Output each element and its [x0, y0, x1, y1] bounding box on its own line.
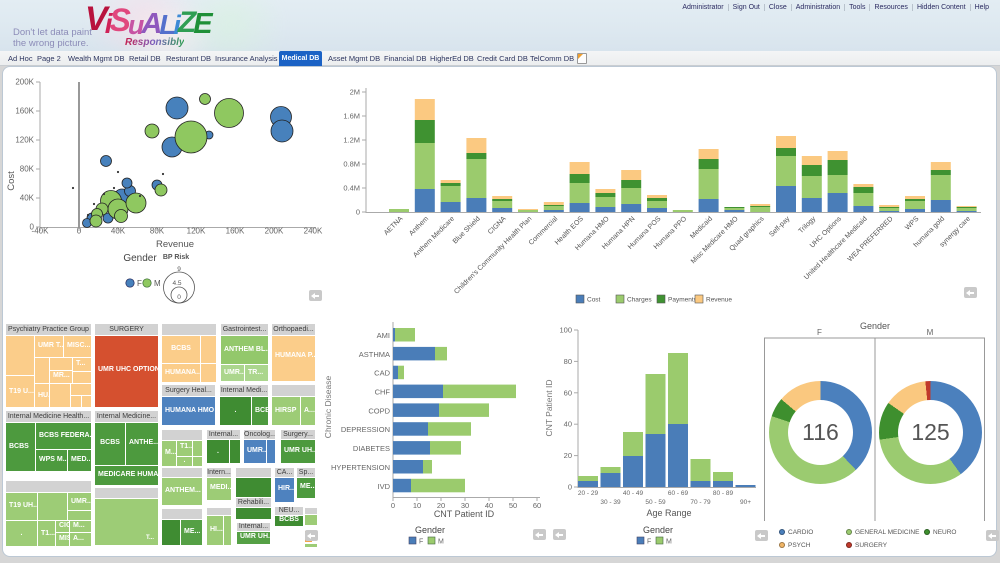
svg-text:Payments: Payments	[668, 297, 698, 304]
svg-text:0: 0	[391, 501, 395, 510]
svg-text:M: M	[154, 279, 161, 288]
svg-text:70 - 79: 70 - 79	[690, 499, 711, 506]
svg-text:CNT Patient ID: CNT Patient ID	[434, 509, 495, 519]
svg-text:CAD: CAD	[374, 369, 390, 378]
svg-text:DIABETES: DIABETES	[353, 444, 390, 453]
svg-text:M: M	[438, 539, 444, 546]
svg-text:10: 10	[413, 501, 421, 510]
svg-text:0: 0	[177, 294, 181, 301]
svg-text:30: 30	[461, 501, 469, 510]
svg-text:4.5: 4.5	[172, 280, 181, 287]
svg-text:Gender: Gender	[643, 525, 673, 535]
svg-text:CHF: CHF	[375, 388, 391, 397]
svg-text:40K: 40K	[111, 227, 126, 236]
svg-text:Charges: Charges	[627, 297, 652, 304]
svg-text:80K: 80K	[150, 227, 165, 236]
svg-text:AETNA: AETNA	[383, 215, 405, 237]
svg-text:Chronic Disease: Chronic Disease	[323, 376, 333, 439]
svg-text:40: 40	[485, 501, 493, 510]
svg-text:0: 0	[77, 227, 82, 236]
svg-text:WPS: WPS	[904, 215, 920, 231]
svg-text:Gender: Gender	[415, 525, 445, 535]
svg-text:1.2M: 1.2M	[343, 136, 360, 145]
svg-text:60 - 69: 60 - 69	[668, 490, 689, 497]
svg-text:Revenue: Revenue	[156, 239, 194, 250]
svg-text:IVD: IVD	[377, 482, 390, 491]
svg-text:F: F	[817, 328, 822, 337]
svg-text:COPD: COPD	[368, 406, 390, 415]
svg-text:AMI: AMI	[377, 331, 390, 340]
svg-text:Revenue: Revenue	[706, 297, 732, 304]
svg-text:DEPRESSION: DEPRESSION	[341, 425, 390, 434]
svg-text:Cost: Cost	[587, 297, 601, 304]
svg-text:M: M	[666, 539, 672, 546]
svg-text:0.8M: 0.8M	[343, 160, 360, 169]
svg-text:Gender: Gender	[860, 321, 890, 331]
svg-text:90+: 90+	[740, 499, 751, 506]
svg-text:CIGNA: CIGNA	[487, 215, 508, 236]
svg-text:40: 40	[564, 420, 572, 429]
svg-text:0: 0	[568, 483, 572, 492]
svg-text:CNT Patient ID: CNT Patient ID	[544, 379, 554, 436]
svg-text:Anthem: Anthem	[408, 215, 430, 237]
svg-text:50 - 59: 50 - 59	[645, 499, 666, 506]
svg-text:F: F	[647, 539, 651, 546]
svg-text:9: 9	[177, 266, 181, 273]
svg-text:20: 20	[564, 451, 572, 460]
svg-text:-40K: -40K	[32, 227, 50, 236]
svg-text:Age Range: Age Range	[646, 508, 691, 518]
svg-text:HYPERTENSION: HYPERTENSION	[331, 463, 390, 472]
svg-text:50: 50	[509, 501, 517, 510]
svg-text:Misc Medicare HMO: Misc Medicare HMO	[690, 215, 740, 265]
svg-text:Gender: Gender	[123, 253, 157, 264]
svg-text:Blue Shield: Blue Shield	[452, 215, 482, 245]
svg-text:100: 100	[559, 326, 572, 335]
svg-text:200K: 200K	[15, 78, 34, 87]
svg-text:80 - 89: 80 - 89	[713, 490, 734, 497]
svg-text:20 - 29: 20 - 29	[578, 490, 599, 497]
svg-text:0.4M: 0.4M	[343, 184, 360, 193]
svg-text:1.6M: 1.6M	[343, 112, 360, 121]
svg-text:0: 0	[356, 208, 360, 217]
svg-text:30 - 39: 30 - 39	[600, 499, 621, 506]
svg-text:Cost: Cost	[6, 171, 17, 191]
svg-text:240K: 240K	[304, 227, 323, 236]
svg-text:40K: 40K	[20, 194, 35, 203]
svg-text:60: 60	[533, 501, 541, 510]
svg-text:Self-pay: Self-pay	[768, 215, 791, 238]
svg-text:F: F	[419, 539, 423, 546]
svg-text:M: M	[927, 328, 934, 337]
svg-text:20: 20	[437, 501, 445, 510]
svg-text:120K: 120K	[187, 227, 206, 236]
svg-text:80: 80	[564, 357, 572, 366]
svg-text:160K: 160K	[226, 227, 245, 236]
svg-text:Medicaid: Medicaid	[689, 215, 714, 240]
svg-text:BP Risk: BP Risk	[163, 254, 189, 261]
svg-text:60: 60	[564, 388, 572, 397]
svg-text:F: F	[137, 279, 142, 288]
svg-text:40 - 49: 40 - 49	[623, 490, 644, 497]
svg-text:2M: 2M	[350, 88, 360, 97]
svg-text:Trilogy: Trilogy	[798, 215, 818, 235]
svg-text:WEA PREFERRED: WEA PREFERRED	[847, 215, 895, 263]
svg-text:200K: 200K	[265, 227, 284, 236]
svg-text:ASTHMA: ASTHMA	[359, 350, 390, 359]
svg-text:0: 0	[30, 223, 35, 232]
svg-text:160K: 160K	[15, 107, 34, 116]
svg-text:120K: 120K	[15, 136, 34, 145]
svg-text:80K: 80K	[20, 165, 35, 174]
